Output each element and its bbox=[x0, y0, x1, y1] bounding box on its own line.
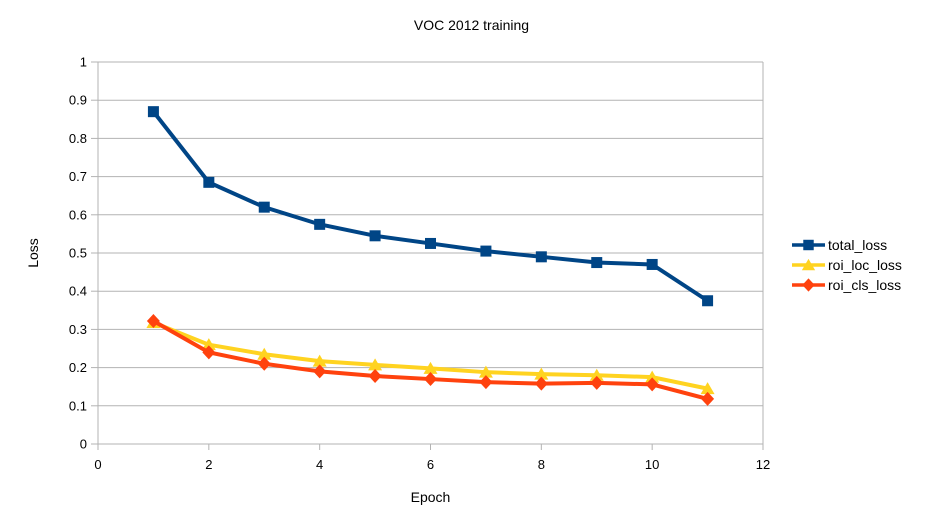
legend-glyph-diamond-icon bbox=[792, 278, 825, 292]
y-tick-label: 1 bbox=[80, 55, 87, 70]
legend: total_loss roi_loc_loss roi_cls_loss bbox=[792, 235, 902, 295]
axes: 00.10.20.30.40.50.60.70.80.910 2 4 6 8 10 12 bbox=[69, 55, 770, 473]
marker-diamond-icon bbox=[534, 376, 548, 391]
marker-square-icon bbox=[702, 295, 714, 307]
marker-square-icon bbox=[425, 237, 436, 249]
series-roi_cls_loss bbox=[146, 313, 715, 406]
y-tick-label: 0.8 bbox=[69, 131, 87, 146]
marker-diamond-icon bbox=[313, 364, 327, 379]
marker-diamond-icon bbox=[146, 313, 160, 328]
line-roi_cls_loss bbox=[152, 319, 709, 401]
legend-marker-triangle-icon bbox=[792, 257, 825, 273]
legend-item-roi-loc-loss: roi_loc_loss bbox=[792, 255, 902, 275]
marker-square-icon bbox=[535, 251, 547, 263]
marker-triangle-icon bbox=[312, 354, 327, 367]
marker-diamond-icon bbox=[202, 345, 216, 360]
marker-triangle-icon bbox=[201, 338, 216, 351]
y-tick-label: 0.6 bbox=[69, 207, 87, 222]
x-tick-label: 4 bbox=[316, 457, 323, 472]
marker-diamond-icon bbox=[802, 278, 815, 292]
chart-title: VOC 2012 training bbox=[413, 17, 530, 33]
legend-label: roi_cls_loss bbox=[828, 277, 902, 293]
marker-triangle-icon bbox=[645, 370, 660, 383]
marker-triangle-icon bbox=[368, 358, 383, 371]
y-tick-label: 0.2 bbox=[69, 360, 87, 375]
marker-triangle-icon bbox=[478, 365, 493, 378]
y-tick-label: 0.4 bbox=[69, 284, 87, 299]
legend-marker-square-icon bbox=[792, 237, 825, 253]
marker-square-icon bbox=[369, 230, 381, 242]
marker-diamond-icon bbox=[257, 356, 271, 371]
series-roi_loc_loss bbox=[146, 316, 715, 395]
x-tick-label: 10 bbox=[645, 457, 659, 472]
y-tick-label: 0.1 bbox=[69, 398, 87, 413]
marker-diamond-icon bbox=[701, 391, 715, 406]
y-tick-label: 0.9 bbox=[69, 93, 87, 108]
marker-diamond-icon bbox=[479, 375, 493, 390]
marker-square-icon bbox=[203, 176, 215, 188]
marker-square-icon bbox=[591, 257, 603, 269]
x-tick-label: 12 bbox=[756, 457, 770, 472]
marker-square-icon bbox=[803, 239, 814, 251]
marker-diamond-icon bbox=[590, 375, 604, 390]
marker-square-icon bbox=[258, 201, 270, 213]
x-tick-label: 8 bbox=[538, 457, 545, 472]
legend-glyph-triangle-icon bbox=[792, 258, 825, 271]
x-tick-label: 0 bbox=[94, 457, 101, 472]
marker-diamond-icon bbox=[645, 377, 659, 392]
marker-diamond-icon bbox=[424, 372, 437, 387]
legend-glyph-square-icon bbox=[792, 239, 825, 251]
marker-square-icon bbox=[480, 245, 492, 257]
legend-label: roi_loc_loss bbox=[828, 257, 902, 273]
x-axis-title: Epoch bbox=[410, 489, 451, 505]
series-total_loss bbox=[147, 106, 714, 307]
y-tick-label: 0.3 bbox=[69, 322, 87, 337]
marker-triangle-icon bbox=[257, 347, 272, 360]
y-tick-label: 0 bbox=[80, 437, 87, 452]
x-tick-label: 2 bbox=[205, 457, 212, 472]
line-total_loss bbox=[151, 110, 709, 303]
marker-square-icon bbox=[646, 258, 658, 270]
legend-marker-diamond-icon bbox=[792, 277, 825, 293]
marker-triangle-icon bbox=[423, 361, 438, 374]
marker-diamond-icon bbox=[368, 369, 382, 384]
marker-triangle-icon bbox=[589, 368, 604, 381]
marker-square-icon bbox=[314, 218, 326, 230]
y-tick-label: 0.7 bbox=[69, 169, 87, 184]
marker-triangle-icon bbox=[534, 367, 549, 380]
x-tick-label: 6 bbox=[427, 457, 434, 472]
y-tick-label: 0.5 bbox=[69, 246, 87, 261]
marker-triangle-icon bbox=[700, 382, 715, 395]
legend-label: total_loss bbox=[828, 237, 888, 253]
marker-triangle-icon bbox=[801, 258, 816, 271]
legend-item-total-loss: total_loss bbox=[792, 235, 902, 255]
marker-square-icon bbox=[147, 106, 159, 118]
legend-item-roi-cls-loss: roi_cls_loss bbox=[792, 275, 902, 295]
